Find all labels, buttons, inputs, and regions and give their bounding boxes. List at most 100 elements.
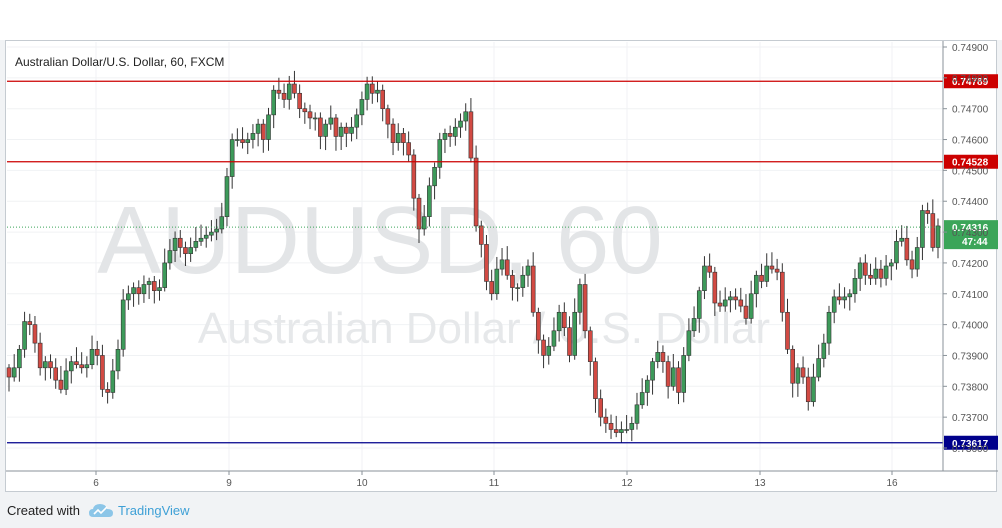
candle-body xyxy=(266,114,271,140)
candle-body xyxy=(110,370,116,393)
y-tick-label: 0.74100 xyxy=(952,290,989,301)
candle-body xyxy=(421,216,427,230)
candlestick-chart[interactable]: AUDUSD, 60 Australian Dollar / U.S. Doll… xyxy=(6,41,998,493)
candle-body xyxy=(748,293,754,319)
candle-body xyxy=(857,262,863,279)
candle-body xyxy=(172,237,178,251)
candle-body xyxy=(37,342,43,369)
candle-body xyxy=(385,108,391,125)
candle-body xyxy=(826,311,832,344)
candle-body xyxy=(183,247,188,254)
candle-body xyxy=(665,361,671,387)
x-tick-label: 12 xyxy=(621,478,633,489)
candle-body xyxy=(800,367,806,378)
level-price-label: 0.74528 xyxy=(952,158,989,169)
candle-body xyxy=(894,241,899,264)
candle-body xyxy=(904,237,910,261)
candle-body xyxy=(235,139,240,141)
candle-body xyxy=(619,429,624,433)
candle-body xyxy=(333,117,339,137)
y-tick-label: 0.74000 xyxy=(952,321,989,332)
candle-body xyxy=(292,83,297,94)
candle-body xyxy=(89,348,95,366)
candle-body xyxy=(281,92,287,100)
candle-body xyxy=(499,259,505,270)
candle-body xyxy=(868,274,873,279)
candle-body xyxy=(717,302,723,307)
candle-body xyxy=(821,342,827,359)
candle-body xyxy=(349,126,354,134)
candle-body xyxy=(100,355,105,390)
candle-body xyxy=(577,284,583,313)
candle-body xyxy=(494,268,500,295)
candle-body xyxy=(515,287,520,289)
candle-body xyxy=(229,139,235,177)
candle-body xyxy=(261,123,266,140)
candle-body xyxy=(115,348,121,372)
candle-body xyxy=(286,83,292,100)
candle-body xyxy=(587,330,593,362)
candle-body xyxy=(63,370,69,390)
candle-body xyxy=(167,250,173,264)
candle-body xyxy=(401,133,406,143)
candle-body xyxy=(795,367,801,384)
candle-body xyxy=(660,352,666,362)
candle-body xyxy=(245,139,251,143)
candle-body xyxy=(520,274,526,288)
y-tick-label: 0.74300 xyxy=(952,228,989,239)
candle-body xyxy=(888,262,894,267)
candle-body xyxy=(551,330,557,347)
tradingview-link[interactable]: TradingView xyxy=(118,503,190,518)
candle-body xyxy=(754,274,759,295)
candle-body xyxy=(837,296,842,301)
candle-body xyxy=(816,358,821,378)
candle-body xyxy=(536,311,541,341)
candle-body xyxy=(32,324,38,344)
candle-body xyxy=(930,213,936,248)
candle-body xyxy=(603,416,609,424)
candle-body xyxy=(126,293,131,301)
level-price-tag xyxy=(944,74,998,89)
candle-body xyxy=(162,262,167,288)
candle-body xyxy=(146,281,152,285)
candle-body xyxy=(188,247,193,254)
footer: Created with TradingView xyxy=(0,494,1002,528)
candle-body xyxy=(883,265,889,279)
candle-body xyxy=(899,237,904,242)
y-tick-label: 0.73900 xyxy=(952,351,989,362)
candle-body xyxy=(203,234,209,239)
level-price-label: 0.73617 xyxy=(952,439,989,450)
candle-body xyxy=(847,293,853,298)
candle-body xyxy=(613,429,619,433)
candle-body xyxy=(863,262,868,276)
candle-body xyxy=(364,83,370,100)
candle-body xyxy=(546,345,552,356)
candle-body xyxy=(276,89,282,94)
candle-body xyxy=(250,133,256,140)
candle-body xyxy=(909,259,915,270)
y-tick-label: 0.74400 xyxy=(952,197,989,208)
candle-body xyxy=(696,290,702,319)
candle-body xyxy=(541,339,546,356)
tradingview-cloud-icon[interactable] xyxy=(88,502,114,520)
candle-body xyxy=(920,210,925,248)
candle-body xyxy=(608,423,614,430)
candle-body xyxy=(567,327,572,356)
candle-body xyxy=(380,89,385,109)
level-price-tag xyxy=(944,435,998,450)
y-tick-label: 0.74200 xyxy=(952,259,989,270)
x-tick-label: 10 xyxy=(356,478,368,489)
candle-body xyxy=(722,299,728,307)
candle-body xyxy=(354,114,360,128)
chart-panel[interactable]: AUDUSD, 60 Australian Dollar / U.S. Doll… xyxy=(5,40,998,493)
candle-body xyxy=(582,284,588,332)
candle-body xyxy=(193,241,199,248)
candle-body xyxy=(411,154,417,199)
y-tick-label: 0.74500 xyxy=(952,166,989,177)
candle-body xyxy=(17,348,22,369)
candle-body xyxy=(219,216,225,230)
candle-body xyxy=(323,123,328,137)
candle-body xyxy=(728,296,733,301)
candle-body xyxy=(805,376,811,403)
candle-body xyxy=(297,92,302,109)
